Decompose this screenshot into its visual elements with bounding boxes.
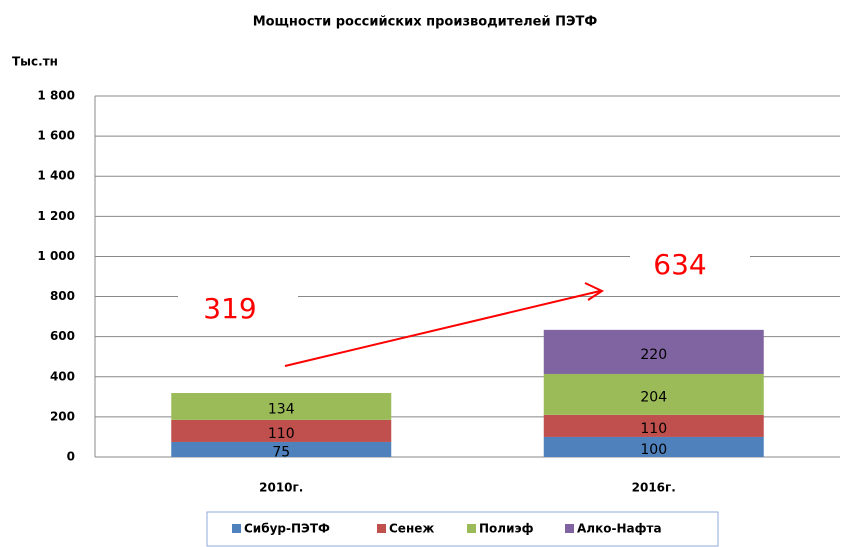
data-label: 110: [268, 426, 295, 442]
y-tick-label: 1 600: [37, 129, 75, 143]
y-tick-label: 1 400: [37, 169, 75, 183]
legend-label: Сибур-ПЭТФ: [244, 522, 330, 536]
bar-segment: [543, 373, 764, 415]
annotation-bg: [630, 240, 750, 295]
y-tick-label: 400: [50, 369, 75, 383]
bar-segment: [171, 393, 392, 420]
bar-segment: [543, 414, 764, 437]
legend-swatch: [377, 524, 386, 533]
y-tick-label: 600: [50, 329, 75, 343]
legend-swatch: [467, 524, 476, 533]
y-tick-label: 0: [67, 450, 75, 464]
legend-swatch: [565, 524, 574, 533]
bar-segment: [543, 329, 764, 374]
arrow: [284, 290, 601, 367]
total-label: 634: [653, 248, 706, 281]
bar-segment: [543, 436, 764, 457]
bar-segment: [171, 441, 392, 457]
legend-label: Алко-Нафта: [577, 522, 662, 536]
total-label: 319: [203, 292, 256, 325]
data-label: 134: [268, 401, 295, 417]
y-tick-label: 800: [50, 289, 75, 303]
y-tick-label: 1 800: [37, 89, 75, 103]
data-label: 220: [640, 347, 667, 363]
legend-label: Полиэф: [479, 522, 534, 536]
data-label: 75: [272, 444, 290, 460]
y-tick-label: 1 200: [37, 209, 75, 223]
chart-title: Мощности российских производителей ПЭТФ: [253, 15, 598, 30]
bar-segment: [171, 419, 392, 442]
legend-label: Сенеж: [389, 522, 434, 536]
data-label: 110: [640, 421, 667, 437]
data-label: 204: [640, 389, 667, 405]
legend-swatch: [232, 524, 241, 533]
bars: 2010г. 75 110 134 2016г. 100 110 204 220: [171, 329, 764, 495]
legend: Сибур-ПЭТФ Сенеж Полиэф Алко-Нафта: [232, 522, 662, 536]
x-tick-label: 2010г.: [259, 481, 303, 495]
legend-box: [206, 511, 719, 547]
arrow-head: [584, 282, 605, 301]
y-tick-label: 200: [50, 409, 75, 423]
annotations: 319 634: [178, 240, 750, 367]
annotation-bg: [178, 288, 298, 336]
y-tick-label: 1 000: [37, 249, 75, 263]
data-label: 100: [640, 442, 667, 458]
y-axis-label: Тыс.тн: [12, 55, 58, 69]
x-tick-label: 2016г.: [632, 481, 676, 495]
